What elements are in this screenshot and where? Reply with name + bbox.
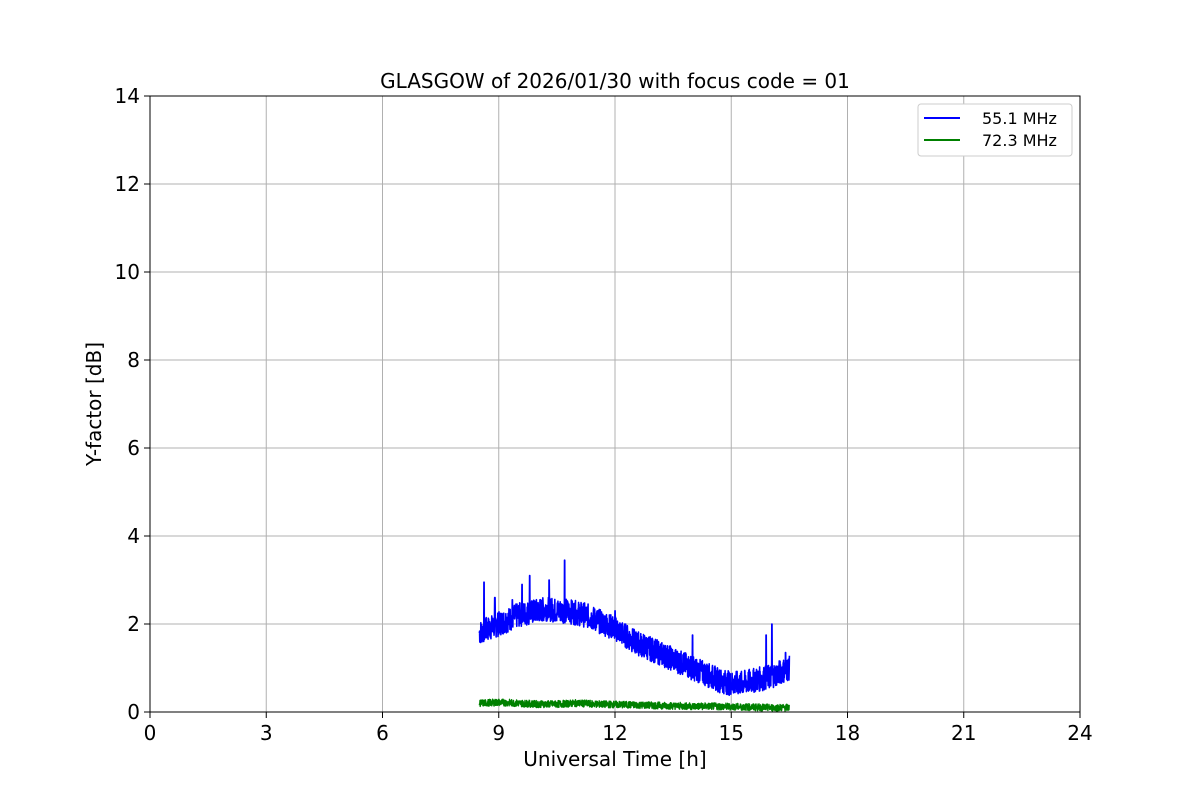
series-72-3-mhz-line (478, 698, 791, 712)
y-tick-label: 14 (115, 84, 140, 108)
x-tick-label: 18 (835, 721, 860, 745)
y-tick-label: 4 (127, 524, 140, 548)
y-tick-label: 6 (127, 436, 140, 460)
x-tick-label: 0 (144, 721, 157, 745)
legend-label: 55.1 MHz (982, 109, 1057, 128)
x-tick-label: 12 (602, 721, 627, 745)
y-tick-label: 12 (115, 172, 140, 196)
x-tick-label: 24 (1067, 721, 1092, 745)
x-tick-label: 9 (492, 721, 505, 745)
y-axis-label: Y-factor [dB] (82, 342, 106, 467)
y-tick-label: 8 (127, 348, 140, 372)
x-tick-label: 15 (719, 721, 744, 745)
x-axis-label: Universal Time [h] (523, 747, 706, 771)
legend-label: 72.3 MHz (982, 131, 1057, 150)
x-tick-label: 3 (260, 721, 273, 745)
series-55-1-mhz-line (478, 559, 791, 697)
series-layer (478, 559, 791, 712)
legend: 55.1 MHz 72.3 MHz (917, 103, 1073, 157)
x-tick-label: 6 (376, 721, 389, 745)
x-tick-label: 21 (951, 721, 976, 745)
y-tick-label: 10 (115, 260, 140, 284)
y-tick-label: 0 (127, 700, 140, 724)
chart-title: GLASGOW of 2026/01/30 with focus code = … (380, 69, 850, 93)
y-tick-label: 2 (127, 612, 140, 636)
